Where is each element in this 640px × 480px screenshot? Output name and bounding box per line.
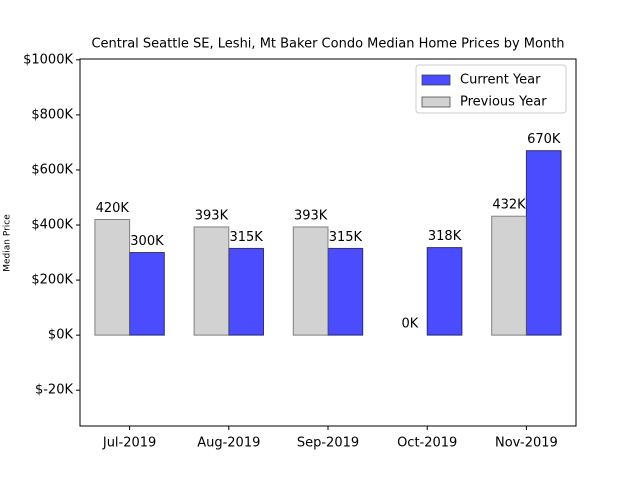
y-axis-label: Median Price <box>3 214 13 272</box>
legend-label: Previous Year <box>460 95 547 110</box>
x-tick-label: Nov-2019 <box>495 436 558 451</box>
chart-title: Central Seattle SE, Leshi, Mt Baker Cond… <box>91 37 564 52</box>
bar <box>525 150 562 336</box>
value-label: 420K <box>96 201 130 216</box>
x-tick-label: Sep-2019 <box>297 436 359 451</box>
bar <box>426 247 463 336</box>
bar <box>129 252 165 336</box>
value-label: 393K <box>294 208 328 223</box>
bar <box>491 215 527 336</box>
y-tick-label: $0K <box>48 328 74 343</box>
value-label: 670K <box>527 132 561 147</box>
value-label: 318K <box>428 229 462 244</box>
value-label: 315K <box>329 230 363 245</box>
legend-label: Current Year <box>460 73 541 88</box>
plot-frame <box>79 58 577 427</box>
bar <box>292 226 329 336</box>
y-tick-label: $1000K <box>23 52 73 67</box>
x-tick-label: Jul-2019 <box>102 436 156 451</box>
legend-box <box>415 64 567 114</box>
value-label: 315K <box>229 230 263 245</box>
x-tick-label: Oct-2019 <box>397 436 457 451</box>
value-label: 0K <box>401 317 418 332</box>
bar <box>228 247 265 336</box>
bar <box>327 247 364 336</box>
value-label: 300K <box>130 234 164 249</box>
legend-swatch <box>421 96 451 108</box>
bar <box>193 226 230 336</box>
bar <box>94 219 131 336</box>
y-tick-label: $600K <box>31 162 73 177</box>
legend-swatch <box>421 74 451 86</box>
x-tick-label: Aug-2019 <box>197 436 260 451</box>
value-label: 393K <box>195 208 229 223</box>
y-tick-label: $400K <box>31 218 73 233</box>
value-label: 432K <box>492 198 526 213</box>
y-tick-label: $200K <box>31 273 73 288</box>
y-tick-label: $-20K <box>35 383 74 398</box>
y-tick-label: $800K <box>31 107 73 122</box>
